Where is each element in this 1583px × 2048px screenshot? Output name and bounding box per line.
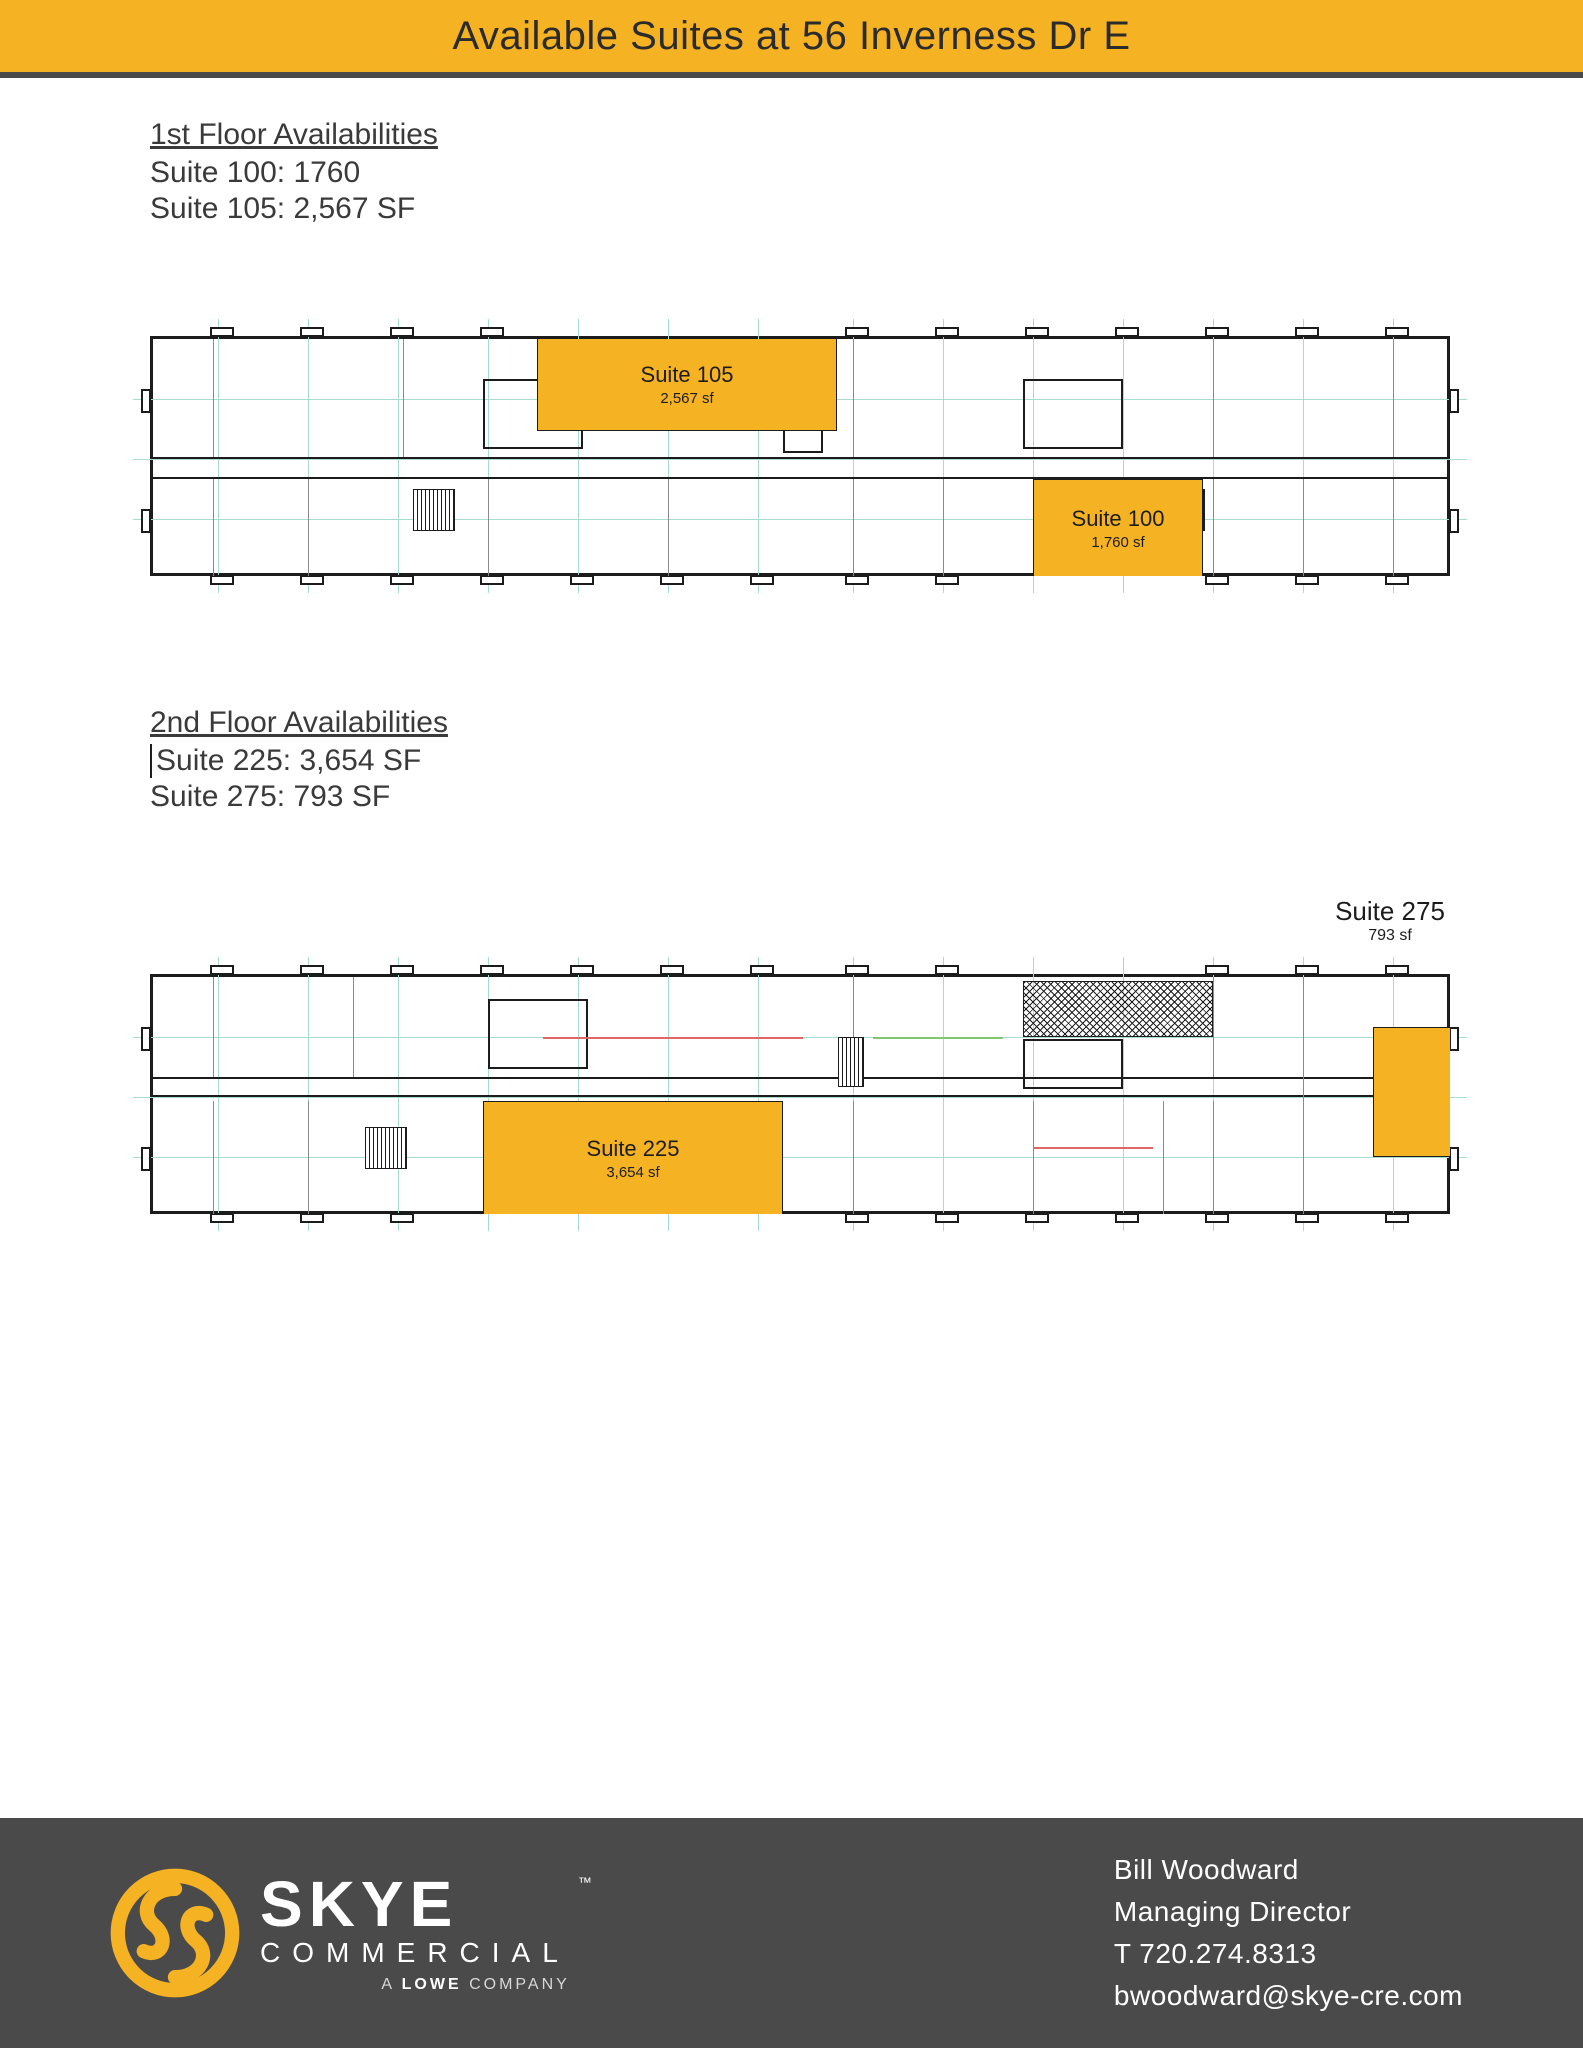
floor-2-section: 2nd Floor Availabilities Suite 225: 3,65…: [150, 706, 1433, 1234]
floor-2-line-1: Suite 275: 793 SF: [150, 780, 1433, 814]
suite-100-label: Suite 100: [1072, 506, 1165, 532]
suite-100: Suite 100 1,760 sf: [1033, 479, 1203, 576]
hatched-area: [1023, 981, 1213, 1037]
logo-mark-icon: [110, 1868, 240, 1998]
floor-1-plan-outline: Suite 105 2,567 sf Suite 100 1,760 sf: [150, 336, 1450, 576]
suite-275-outside-label: Suite 275 793 sf: [1310, 896, 1470, 945]
header-band: Available Suites at 56 Inverness Dr E: [0, 0, 1583, 78]
suite-275-sf: 793 sf: [1310, 927, 1470, 945]
red-line: [1033, 1147, 1153, 1149]
company-logo: ™ SKYE COMMERCIAL A LOWE COMPANY: [110, 1868, 570, 1998]
suite-225-label: Suite 225: [587, 1136, 680, 1162]
suite-105-sf: 2,567 sf: [660, 390, 713, 407]
contact-email: bwoodward@skye-cre.com: [1114, 1975, 1463, 2017]
suite-275-label: Suite 275: [1310, 896, 1470, 927]
page-title: Available Suites at 56 Inverness Dr E: [452, 14, 1130, 59]
floor-2-plan-outline: Suite 225 3,654 sf: [150, 974, 1450, 1214]
stair-icon: [413, 489, 455, 531]
floor-1-line-1: Suite 105: 2,567 SF: [150, 192, 1433, 226]
floor-1-section: 1st Floor Availabilities Suite 100: 1760…: [150, 118, 1433, 596]
suite-225: Suite 225 3,654 sf: [483, 1101, 783, 1214]
stair-icon: [838, 1037, 864, 1087]
floor-1-corridor: [153, 457, 1447, 461]
floor-2-corridor: [153, 1095, 1447, 1099]
floor-2-heading: 2nd Floor Availabilities: [150, 706, 1433, 740]
contact-block: Bill Woodward Managing Director T 720.27…: [1114, 1849, 1463, 2017]
contact-title: Managing Director: [1114, 1891, 1463, 1933]
suite-105-label: Suite 105: [641, 362, 734, 388]
footer: ™ SKYE COMMERCIAL A LOWE COMPANY Bill Wo…: [0, 1818, 1583, 2048]
contact-name: Bill Woodward: [1114, 1849, 1463, 1891]
floor-1-plan: Suite 105 2,567 sf Suite 100 1,760 sf: [150, 316, 1450, 596]
contact-phone: T 720.274.8313: [1114, 1933, 1463, 1975]
floor-2-plan: Suite 275 793 sf: [150, 954, 1450, 1234]
floor-1-heading: 1st Floor Availabilities: [150, 118, 1433, 152]
green-line: [873, 1037, 1003, 1039]
floor-2-line-0: Suite 225: 3,654 SF: [150, 744, 1433, 778]
company-name: SKYE: [260, 1872, 570, 1936]
suite-225-sf: 3,654 sf: [606, 1164, 659, 1181]
suite-105: Suite 105 2,567 sf: [537, 339, 837, 431]
suite-100-sf: 1,760 sf: [1091, 534, 1144, 551]
tm-mark: ™: [578, 1874, 592, 1890]
red-line: [543, 1037, 803, 1039]
floor-1-line-0: Suite 100: 1760: [150, 156, 1433, 190]
company-subline: A LOWE COMPANY: [381, 1976, 569, 1994]
logo-text: ™ SKYE COMMERCIAL A LOWE COMPANY: [260, 1872, 570, 1994]
suite-275: [1373, 1027, 1450, 1157]
content: 1st Floor Availabilities Suite 100: 1760…: [0, 78, 1583, 1234]
stair-icon: [365, 1127, 407, 1169]
company-sub: COMMERCIAL: [260, 1936, 570, 1970]
